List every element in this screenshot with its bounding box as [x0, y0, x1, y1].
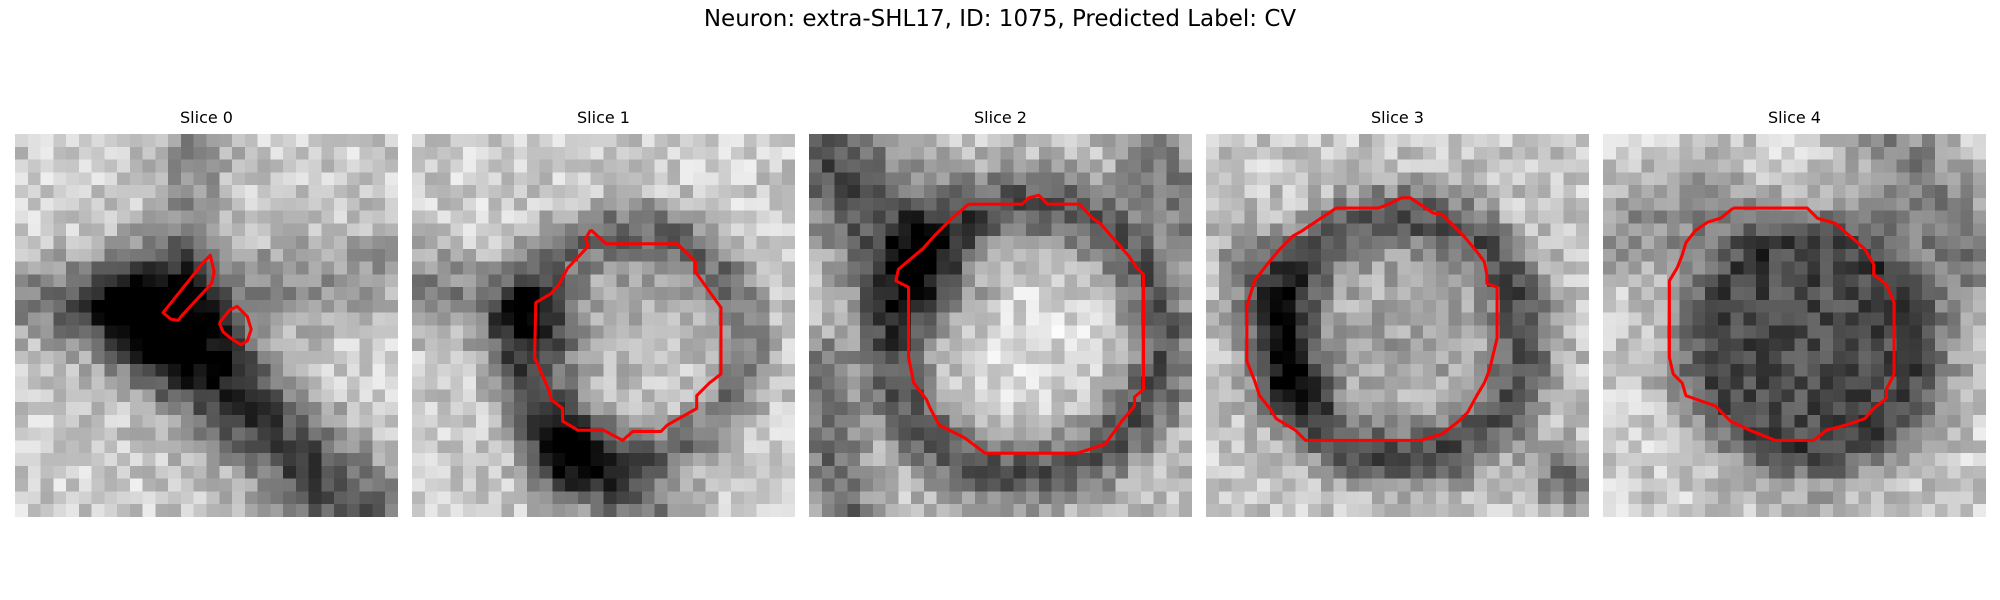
pixel-grid [15, 134, 398, 517]
slice-panel-2: Slice 2 [809, 108, 1192, 522]
slice-title-4: Slice 4 [1768, 108, 1821, 127]
cell-contour [161, 253, 216, 322]
slice-image-1 [412, 134, 795, 517]
pixel-grid [809, 134, 1192, 517]
slice-image-4 [1603, 134, 1986, 517]
slice-image-2 [809, 134, 1192, 517]
slice-panel-3: Slice 3 [1206, 108, 1589, 522]
cell-contour [533, 228, 723, 442]
slice-image-3 [1206, 134, 1589, 517]
cell-contour [894, 193, 1146, 455]
slice-panel-0: Slice 0 [15, 108, 398, 522]
slice-image-0 [15, 134, 398, 517]
pixel-grid [1206, 134, 1589, 517]
slice-panel-1: Slice 1 [412, 108, 795, 522]
slice-title-3: Slice 3 [1371, 108, 1424, 127]
pixel-grid [1603, 134, 1986, 517]
slice-title-1: Slice 1 [577, 108, 630, 127]
slice-title-2: Slice 2 [974, 108, 1027, 127]
cell-contour [1667, 206, 1896, 442]
cell-contour [1245, 196, 1499, 442]
figure-title: Neuron: extra-SHL17, ID: 1075, Predicted… [703, 6, 1297, 32]
pixel-grid [412, 134, 795, 517]
slice-panel-4: Slice 4 [1603, 108, 1986, 522]
slice-title-0: Slice 0 [180, 108, 233, 127]
cell-contour [217, 304, 253, 347]
